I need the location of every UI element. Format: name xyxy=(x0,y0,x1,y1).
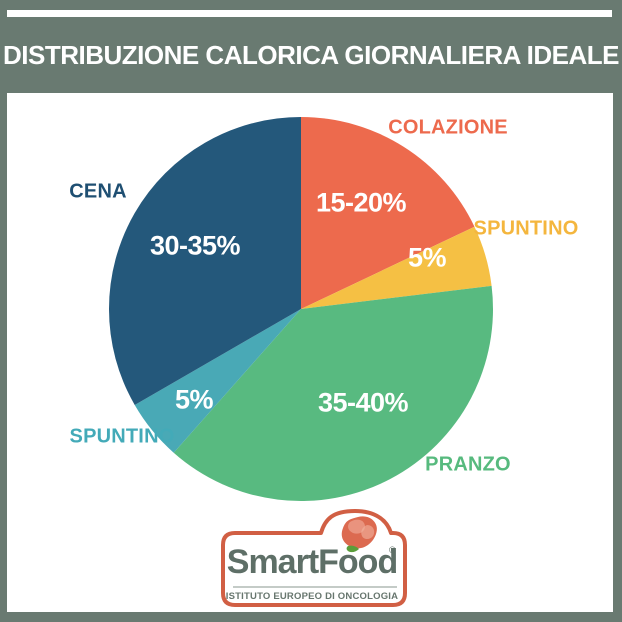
pie-slice-spuntino-1 xyxy=(301,226,492,309)
header-accent-strip xyxy=(7,10,612,17)
slice-label-cena: CENA xyxy=(69,180,127,203)
slice-label-pranzo: PRANZO xyxy=(425,453,511,476)
slice-value-spuntino-pm: 5% xyxy=(174,384,214,415)
slice-label-colazione: COLAZIONE xyxy=(388,116,508,139)
strawberry-highlight-2 xyxy=(361,525,375,539)
smartfood-logo: SmartFood ® ISTITUTO EUROPEO DI ONCOLOGI… xyxy=(217,507,407,612)
pie-slice-pranzo-2 xyxy=(173,285,493,501)
pie-slice-cena-4 xyxy=(108,117,302,405)
logo-brand-text: SmartFood xyxy=(226,543,398,581)
slice-label-spuntino-am: SPUNTINO xyxy=(473,217,579,240)
logo-divider xyxy=(233,586,397,588)
slice-label-spuntino-pm: SPUNTINO xyxy=(69,425,175,448)
slice-value-pranzo: 35-40% xyxy=(317,387,409,418)
logo-subtitle: ISTITUTO EUROPEO DI ONCOLOGIA xyxy=(225,591,399,602)
page-title: DISTRIBUZIONE CALORICA GIORNALIERA IDEAL… xyxy=(2,40,620,70)
strawberry-leaf-icon xyxy=(346,545,359,553)
pie-slice-colazione-0 xyxy=(301,117,475,309)
slice-value-colazione: 15-20% xyxy=(315,187,407,218)
strawberry-highlight xyxy=(348,519,365,534)
slice-value-cena: 30-35% xyxy=(149,230,241,261)
pie-slice-spuntino-3 xyxy=(134,309,301,453)
slice-value-spuntino-am: 5% xyxy=(407,242,447,273)
registered-trademark-icon: ® xyxy=(389,545,396,555)
